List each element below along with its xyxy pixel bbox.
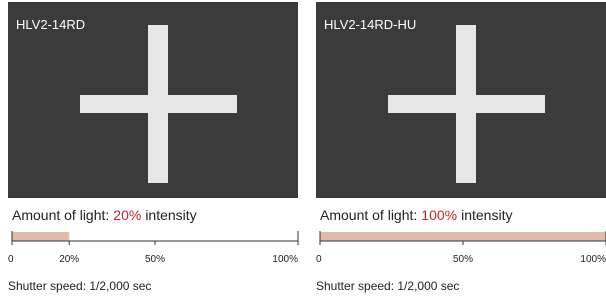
cross-horizontal (388, 95, 545, 113)
caption-prefix: Amount of light: (320, 207, 417, 223)
cross-horizontal (80, 95, 237, 113)
image-label: HLV2-14RD-HU (324, 17, 416, 32)
tick-label: 20% (59, 254, 79, 265)
shutter-speed: Shutter speed: 1/2,000 sec (8, 279, 151, 293)
caption: Amount of light:100%intensity (320, 207, 512, 223)
caption-suffix: intensity (145, 207, 196, 223)
image-label: HLV2-14RD (16, 17, 85, 32)
shutter-speed: Shutter speed: 1/2,000 sec (316, 279, 459, 293)
intensity-value: 20% (113, 207, 141, 223)
figure: HLV2-14RDAmount of light:20%intensity020… (0, 0, 606, 296)
tick-label: 100% (580, 254, 606, 265)
tick-label: 50% (453, 254, 473, 265)
intensity-bar (12, 232, 69, 241)
tick-label: 0 (316, 254, 322, 265)
caption-suffix: intensity (461, 207, 512, 223)
tick-label: 50% (145, 254, 165, 265)
tick-label: 100% (272, 254, 298, 265)
caption-prefix: Amount of light: (12, 207, 109, 223)
intensity-value: 100% (421, 207, 457, 223)
intensity-bar (320, 232, 606, 241)
tick-label: 0 (8, 254, 14, 265)
caption: Amount of light:20%intensity (12, 207, 197, 223)
